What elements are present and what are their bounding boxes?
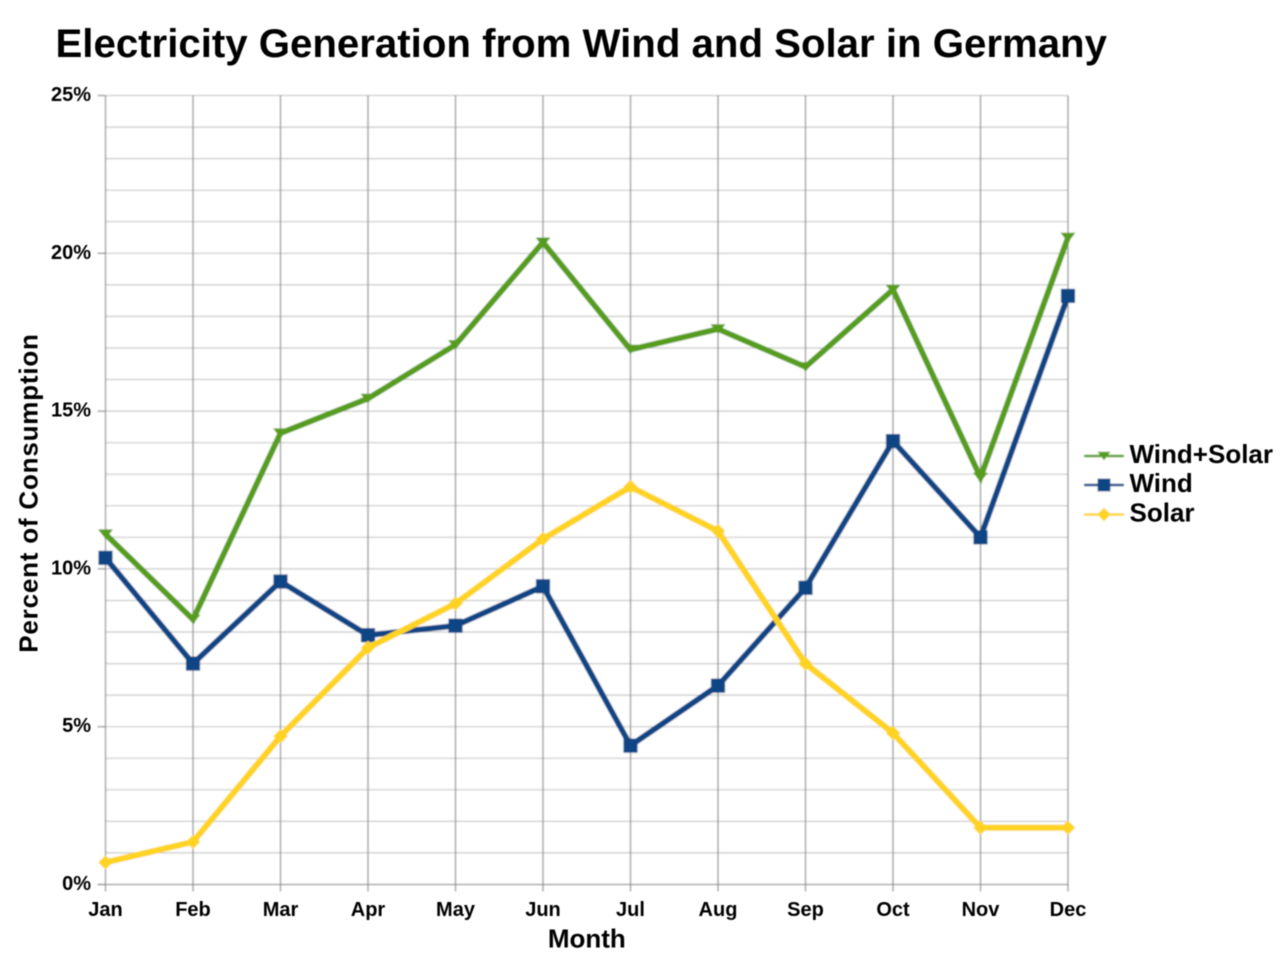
svg-text:Apr: Apr	[351, 899, 386, 921]
svg-text:Mar: Mar	[263, 899, 299, 921]
svg-text:Jun: Jun	[525, 899, 561, 921]
svg-text:5%: 5%	[62, 715, 91, 737]
svg-text:Wind: Wind	[1130, 468, 1193, 498]
svg-text:Aug: Aug	[699, 899, 738, 921]
svg-text:10%: 10%	[51, 557, 91, 579]
svg-text:Nov: Nov	[962, 899, 1001, 921]
svg-text:0%: 0%	[62, 873, 91, 895]
svg-text:20%: 20%	[51, 242, 91, 264]
svg-text:Jul: Jul	[616, 899, 645, 921]
svg-text:Dec: Dec	[1050, 899, 1087, 921]
svg-text:Month: Month	[548, 924, 626, 954]
svg-text:May: May	[436, 899, 476, 921]
svg-text:Percent of Consumption: Percent of Consumption	[14, 333, 44, 653]
svg-text:Oct: Oct	[876, 899, 910, 921]
svg-text:Solar: Solar	[1130, 498, 1195, 528]
svg-text:Jan: Jan	[88, 899, 122, 921]
svg-text:Feb: Feb	[175, 899, 211, 921]
svg-text:25%: 25%	[51, 84, 91, 106]
svg-text:Sep: Sep	[787, 899, 824, 921]
svg-text:Electricity Generation from Wi: Electricity Generation from Wind and Sol…	[56, 21, 1108, 66]
svg-text:15%: 15%	[51, 400, 91, 422]
svg-text:Wind+Solar: Wind+Solar	[1130, 439, 1274, 469]
